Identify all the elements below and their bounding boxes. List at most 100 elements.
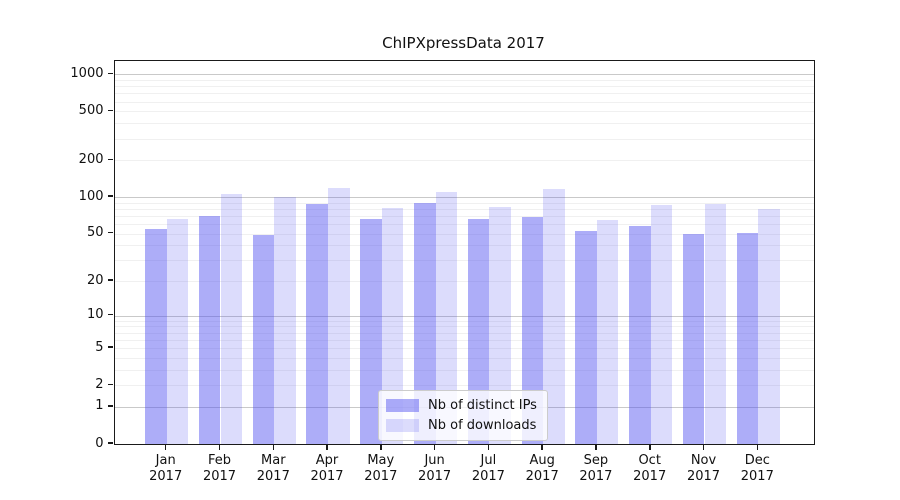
gridline-80 [115, 208, 814, 210]
chart-title: ChIPXpressData 2017 [382, 34, 545, 52]
x-tick [649, 444, 651, 450]
gridline-200 [115, 160, 814, 162]
bar-feb-ips [198, 215, 221, 444]
y-tick [107, 109, 113, 112]
bar-jan-downloads [166, 219, 189, 444]
x-tick [541, 444, 543, 450]
x-tick [164, 444, 167, 450]
x-tick [756, 444, 758, 450]
x-tick-label-oct: Oct 2017 [633, 453, 667, 484]
bar-oct-ips [629, 225, 651, 444]
gridline-600 [115, 101, 814, 103]
y-tick-label: 10 [86, 307, 104, 323]
gridline-5 [115, 348, 814, 350]
x-tick-label-dec: Dec 2017 [740, 453, 774, 484]
gridline-500 [115, 111, 814, 113]
x-tick [702, 444, 705, 450]
y-tick [107, 405, 113, 407]
x-tick-label-jul: Jul 2017 [471, 453, 505, 484]
bar-jul-ips [467, 219, 490, 444]
gridline-4 [115, 357, 814, 359]
x-tick-label-may: May 2017 [364, 453, 398, 484]
gridline-100 [115, 197, 814, 198]
gridline-9 [115, 320, 814, 322]
bar-dec-downloads [758, 208, 780, 444]
bar-jan-ips [145, 228, 167, 444]
x-tick [272, 444, 274, 450]
bar-jun-downloads [435, 191, 458, 444]
x-tick-label-sep: Sep 2017 [579, 453, 613, 484]
legend-row: Nb of distinct IPs [386, 398, 537, 413]
bar-oct-downloads [650, 205, 673, 444]
bar-mar-downloads [274, 197, 296, 444]
x-tick-label-nov: Nov 2017 [686, 453, 721, 484]
x-tick [595, 444, 597, 450]
gridline-800 [115, 86, 814, 88]
legend-swatch-distinct-ips [386, 399, 419, 412]
gridline-50 [115, 233, 814, 235]
x-tick [218, 444, 221, 450]
bar-may-downloads [381, 208, 404, 444]
bar-may-ips [360, 219, 382, 444]
bar-dec-ips [736, 232, 759, 444]
gridline-30 [115, 260, 814, 262]
gridline-20 [115, 281, 814, 283]
bar-jun-ips [414, 202, 436, 444]
x-tick [433, 444, 436, 450]
bar-sep-downloads [596, 219, 619, 444]
x-tick [380, 444, 382, 450]
bar-aug-ips [521, 217, 544, 444]
gridline-10 [115, 315, 814, 317]
gridline-1000 [115, 74, 814, 76]
y-tick-label: 20 [86, 272, 104, 288]
gridline-300 [115, 138, 814, 140]
y-tick-label: 5 [95, 339, 104, 355]
y-tick [107, 158, 113, 160]
gridline-700 [115, 93, 814, 95]
gridline-400 [115, 123, 814, 125]
y-tick-label: 1 [95, 398, 104, 414]
gridline-7 [115, 332, 814, 334]
y-tick-label: 1000 [70, 65, 104, 81]
y-tick-label: 200 [78, 151, 104, 167]
legend-label: Nb of distinct IPs [428, 398, 537, 413]
x-tick [326, 444, 328, 450]
y-tick [107, 279, 113, 281]
y-tick-label: 50 [86, 225, 104, 241]
y-tick-label: 2 [95, 376, 104, 392]
y-tick-label: 0 [95, 435, 104, 451]
y-tick-label: 500 [78, 102, 104, 118]
bar-aug-downloads [543, 188, 565, 444]
x-tick-label-apr: Apr 2017 [310, 453, 344, 484]
x-tick [487, 444, 490, 450]
legend-label: Nb of downloads [428, 418, 537, 433]
x-tick-label-mar: Mar 2017 [256, 453, 290, 484]
gridline-8 [115, 326, 814, 328]
y-tick [107, 442, 113, 444]
y-tick [107, 231, 113, 234]
gridline-900 [115, 79, 814, 81]
gridline-6 [115, 339, 814, 341]
bar-apr-ips [306, 203, 328, 444]
x-tick-label-feb: Feb 2017 [202, 453, 237, 484]
bar-feb-downloads [220, 193, 243, 444]
bar-sep-ips [575, 230, 597, 444]
gridline-3 [115, 369, 814, 371]
y-tick [107, 383, 113, 385]
y-tick [107, 346, 113, 348]
y-tick [107, 195, 113, 197]
bar-mar-ips [252, 234, 275, 444]
gridline-70 [115, 215, 814, 217]
y-tick [107, 72, 113, 75]
gridline-60 [115, 224, 814, 225]
bar-apr-downloads [328, 188, 350, 444]
plot-area [114, 60, 815, 445]
y-tick-label: 100 [78, 188, 104, 204]
legend: Nb of distinct IPs Nb of downloads [378, 390, 548, 441]
x-tick-label-jun: Jun 2017 [418, 453, 452, 484]
bar-nov-downloads [704, 203, 727, 444]
y-tick [107, 313, 113, 316]
bar-jul-downloads [489, 206, 511, 444]
x-tick-label-jan: Jan 2017 [149, 453, 183, 484]
